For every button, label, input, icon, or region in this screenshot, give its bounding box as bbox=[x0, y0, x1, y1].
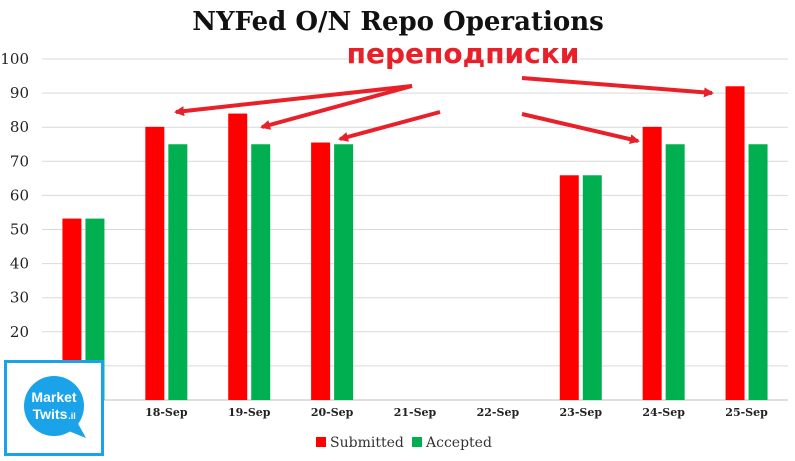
logo-text-line2: Twits bbox=[33, 406, 68, 422]
bar-submitted-19-sep bbox=[228, 113, 248, 400]
logo-text-suffix: .il bbox=[68, 411, 76, 421]
x-tick-label: 21-Sep bbox=[394, 406, 437, 419]
arrow-to-24-sep bbox=[521, 112, 640, 145]
legend: Submitted Accepted bbox=[316, 435, 492, 451]
logo-icon: Market Twits .il bbox=[24, 376, 86, 438]
y-tick-label: 20 bbox=[10, 323, 29, 341]
bar-accepted-25-sep bbox=[748, 144, 768, 400]
chart-title: NYFed O/N Repo Operations bbox=[192, 7, 604, 37]
legend-label-accepted: Accepted bbox=[425, 435, 492, 451]
x-tick-label: 20-Sep bbox=[311, 406, 354, 419]
y-tick-label: 70 bbox=[10, 152, 29, 170]
arrow-to-19-sep bbox=[260, 84, 413, 130]
bar-submitted-24-sep bbox=[642, 126, 662, 400]
y-tick-label: 30 bbox=[10, 289, 29, 307]
market-twits-logo: Market Twits .il bbox=[4, 360, 104, 456]
bar-accepted-19-sep bbox=[251, 144, 271, 400]
bar-submitted-25-sep bbox=[725, 86, 745, 400]
bars bbox=[62, 86, 768, 401]
legend-swatch-submitted bbox=[316, 437, 326, 447]
gridlines bbox=[42, 58, 788, 401]
y-tick-label: 90 bbox=[10, 84, 29, 102]
legend-label-submitted: Submitted bbox=[330, 435, 404, 451]
legend-swatch-accepted bbox=[412, 437, 422, 447]
x-tick-label: 25-Sep bbox=[725, 406, 768, 419]
bar-accepted-20-sep bbox=[334, 144, 354, 400]
bar-accepted-first bbox=[85, 218, 105, 400]
annotation-arrows bbox=[174, 76, 714, 145]
y-tick-label: 60 bbox=[10, 186, 29, 204]
logo-text-line1: Market bbox=[31, 389, 76, 405]
x-tick-label: 19-Sep bbox=[228, 406, 271, 419]
x-tick-label: 24-Sep bbox=[642, 406, 685, 419]
y-tick-label: 80 bbox=[10, 118, 29, 136]
bar-accepted-24-sep bbox=[665, 144, 685, 400]
bar-accepted-18-sep bbox=[168, 144, 188, 400]
y-axis-ticks: 0102030405060708090100 bbox=[0, 50, 29, 409]
y-tick-label: 100 bbox=[0, 50, 29, 68]
y-tick-label: 40 bbox=[10, 255, 29, 273]
bar-submitted-18-sep bbox=[145, 126, 165, 400]
bar-submitted-23-sep bbox=[559, 175, 579, 400]
bar-submitted-first bbox=[62, 218, 82, 400]
arrow-to-25-sep bbox=[521, 76, 714, 98]
x-tick-label: 23-Sep bbox=[560, 406, 603, 419]
x-tick-label: 22-Sep bbox=[477, 406, 520, 419]
arrow-to-18-sep bbox=[174, 84, 413, 117]
y-tick-label: 50 bbox=[10, 221, 29, 239]
arrow-to-20-sep bbox=[338, 110, 441, 142]
x-axis-ticks: 18-Sep 19-Sep 20-Sep 21-Sep 22-Sep 23-Sep 24-S… bbox=[145, 406, 768, 419]
annotation-label: переподписки bbox=[347, 37, 580, 70]
x-tick-label: 18-Sep bbox=[145, 406, 188, 419]
bar-submitted-20-sep bbox=[311, 142, 331, 401]
bar-accepted-23-sep bbox=[582, 175, 602, 400]
